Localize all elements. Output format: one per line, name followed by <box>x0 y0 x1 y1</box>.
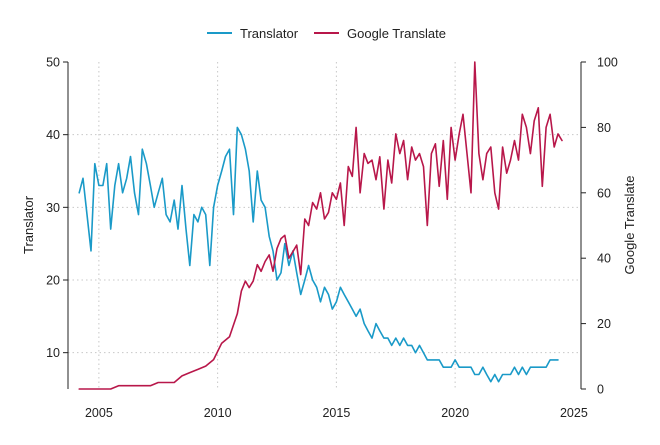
legend: Translator Google Translate <box>207 26 446 41</box>
right-tick-label: 40 <box>597 252 611 266</box>
right-tick-label: 0 <box>597 383 604 397</box>
series-group <box>78 61 563 390</box>
left-tick-label: 50 <box>46 56 60 70</box>
x-tick-label: 2015 <box>322 406 350 420</box>
x-tick-label: 2025 <box>560 406 588 420</box>
x-tick-label: 2010 <box>204 406 232 420</box>
left-tick-label: 20 <box>46 274 60 288</box>
left-tick-label: 40 <box>46 128 60 142</box>
x-tick-label: 2005 <box>85 406 113 420</box>
tick-labels: 2005 2010 2015 2020 2025 10 20 30 40 50 0 20 40 60 80 1… <box>46 56 618 421</box>
left-tick-label: 30 <box>46 201 60 215</box>
legend-label-google-translate: Google Translate <box>347 26 446 41</box>
legend-label-translator: Translator <box>240 26 299 41</box>
axes <box>67 62 582 389</box>
right-tick-label: 60 <box>597 186 611 200</box>
right-tick-label: 100 <box>597 56 618 70</box>
x-tick-label: 2020 <box>441 406 469 420</box>
right-tick-label: 20 <box>597 317 611 331</box>
series-line-translator <box>78 126 559 383</box>
series-line-google-translate <box>78 61 563 390</box>
right-axis-title: Google Translate <box>622 175 637 274</box>
left-axis-title: Translator <box>21 195 36 254</box>
right-tick-label: 80 <box>597 121 611 135</box>
grid <box>68 62 581 389</box>
legend-item-translator: Translator <box>207 26 299 41</box>
legend-item-google-translate: Google Translate <box>314 26 446 41</box>
left-tick-label: 10 <box>46 346 60 360</box>
